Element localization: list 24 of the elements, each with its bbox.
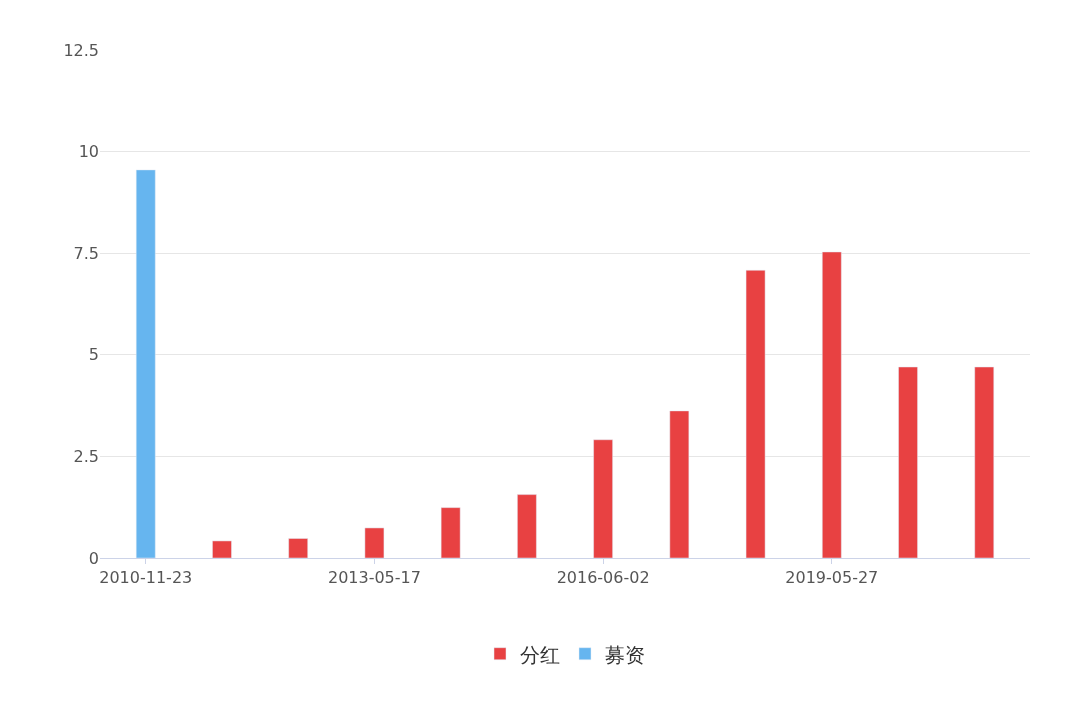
x-tick-label: 2010-11-23: [99, 568, 193, 588]
y-tick-label: 12.5: [63, 40, 99, 60]
bar: [898, 366, 918, 558]
bar: [745, 270, 766, 558]
x-tick-label: 2013-05-17: [327, 568, 421, 588]
bar: [288, 538, 308, 558]
bar: [822, 251, 842, 558]
bar: [593, 439, 613, 558]
x-tick-label: 2016-06-02: [556, 568, 650, 588]
bar: [517, 494, 537, 558]
bar: [212, 540, 232, 558]
y-tick-label: 2.5: [73, 447, 99, 466]
legend-label: 募资: [605, 642, 645, 667]
bar: [135, 169, 156, 558]
bar: [974, 366, 995, 558]
y-tick-label: 7.5: [73, 243, 99, 263]
y-tick-label: 0: [88, 548, 99, 568]
y-tick-label: 5: [88, 345, 99, 365]
legend-label: 分红: [520, 642, 560, 667]
bar: [440, 507, 461, 558]
bar: [364, 527, 385, 558]
y-tick-label: 10: [78, 142, 99, 162]
x-tick-label: 2019-05-27: [785, 568, 879, 588]
bar: [669, 410, 690, 558]
